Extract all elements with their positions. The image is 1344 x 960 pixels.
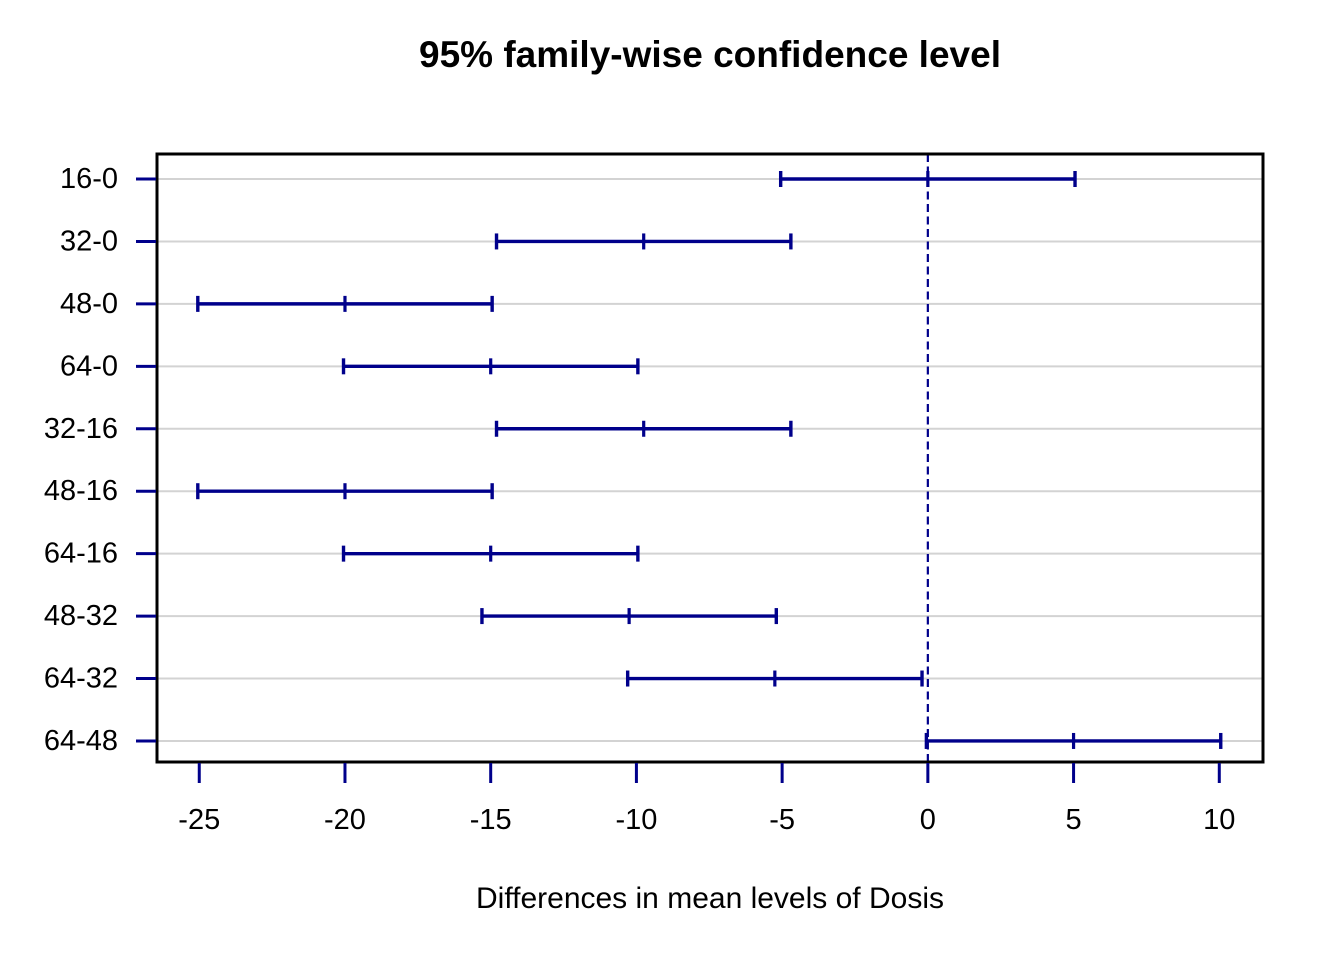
y-tick-label: 32-0 bbox=[60, 225, 118, 257]
chart-title: 95% family-wise confidence level bbox=[419, 34, 1001, 75]
y-tick-label: 48-16 bbox=[44, 475, 118, 507]
y-tick-label: 16-0 bbox=[60, 163, 118, 195]
y-tick-label: 48-32 bbox=[44, 600, 118, 632]
y-tick-label: 32-16 bbox=[44, 413, 118, 445]
x-tick-label: 5 bbox=[1065, 804, 1081, 836]
x-tick-label: -15 bbox=[470, 804, 512, 836]
x-axis-title: Differences in mean levels of Dosis bbox=[476, 882, 944, 915]
y-tick-label: 64-48 bbox=[44, 725, 118, 757]
y-tick-label: 64-32 bbox=[44, 663, 118, 695]
y-tick-label: 64-0 bbox=[60, 350, 118, 382]
x-tick-label: 10 bbox=[1203, 804, 1235, 836]
x-tick-label: 0 bbox=[920, 804, 936, 836]
x-tick-label: -20 bbox=[324, 804, 366, 836]
plot-box bbox=[155, 152, 1265, 764]
x-tick-label: -10 bbox=[615, 804, 657, 836]
y-tick-label: 64-16 bbox=[44, 538, 118, 570]
x-tick-label: -5 bbox=[769, 804, 795, 836]
x-tick-label: -25 bbox=[178, 804, 220, 836]
y-tick-label: 48-0 bbox=[60, 288, 118, 320]
